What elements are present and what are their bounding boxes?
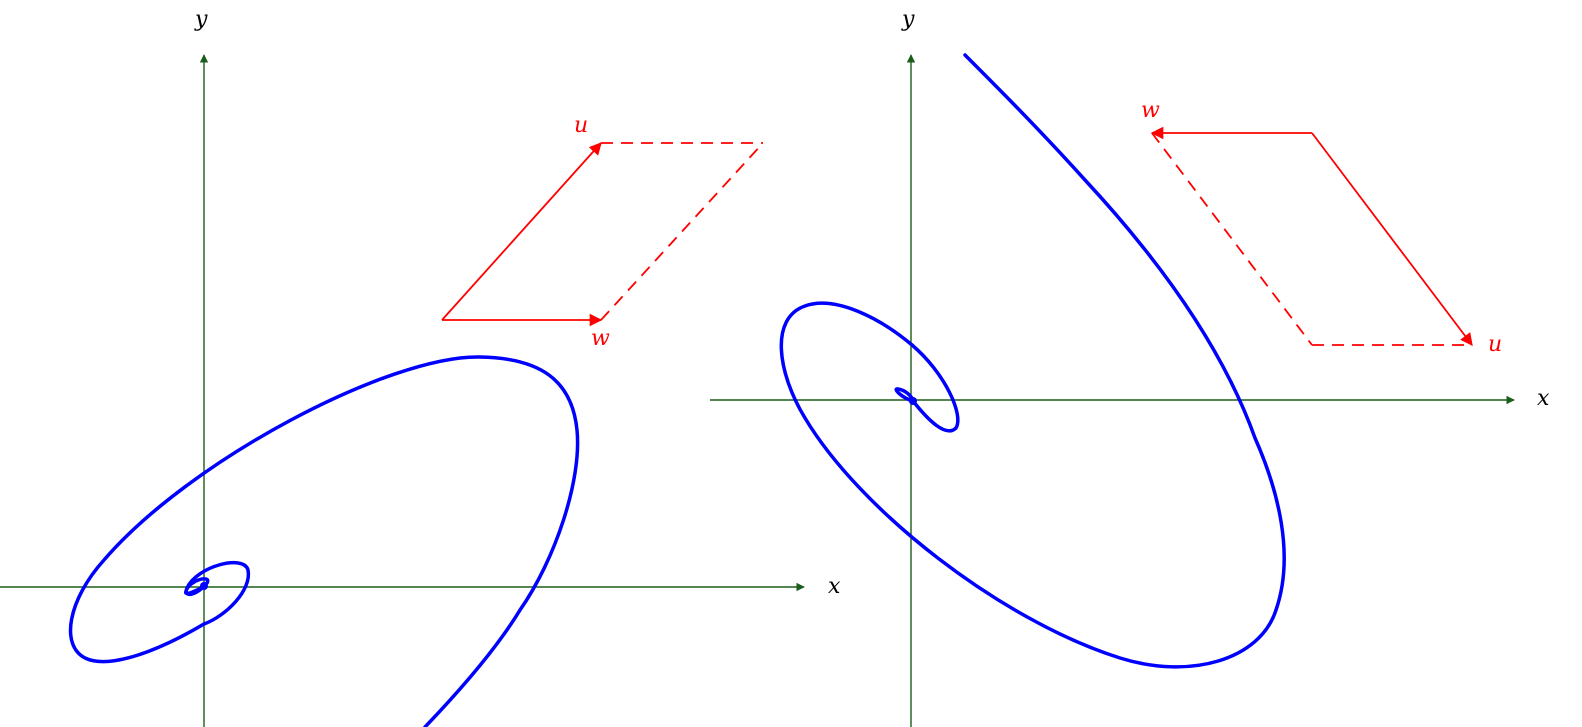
right-vector-parallelogram: u w (1141, 98, 1502, 357)
left-panel: x y u w (0, 7, 841, 727)
right-vector-u-arrow (1311, 132, 1473, 347)
left-vector-u-arrow (441, 142, 602, 321)
right-x-axis-label: x (1537, 386, 1550, 411)
right-curve-center-point (909, 397, 917, 405)
right-panel: x y u w (710, 7, 1550, 727)
right-dashed-edge-left (1151, 132, 1313, 346)
right-vector-w-label: w (1141, 98, 1160, 123)
left-dashed-edge-diagonal (600, 142, 764, 321)
left-vector-parallelogram: u w (441, 113, 764, 351)
right-spiral-curve (779, 53, 1286, 669)
right-y-axis-label: y (901, 7, 915, 32)
right-vector-u-label: u (1488, 332, 1502, 357)
left-x-axis-label: x (828, 574, 841, 599)
left-curve-center-point (200, 582, 208, 590)
left-vector-u-label: u (574, 113, 588, 138)
left-y-axis-label: y (194, 7, 208, 32)
left-spiral-curve (68, 355, 580, 727)
left-vector-w-label: w (591, 326, 610, 351)
